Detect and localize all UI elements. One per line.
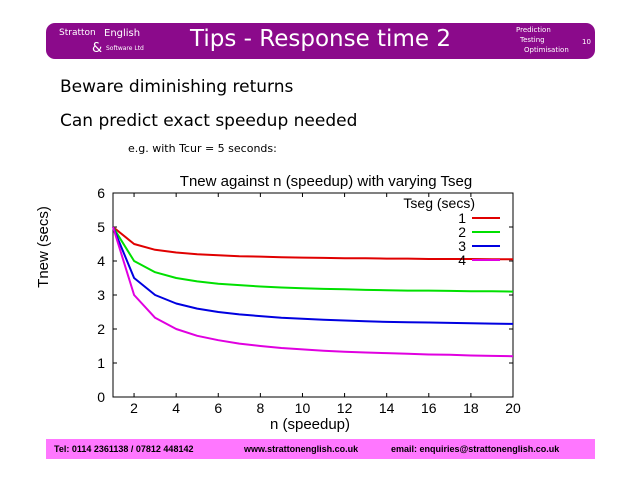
logo-ampersand: & — [92, 41, 103, 56]
tag: Optimisation — [524, 46, 569, 54]
series-line-3 — [112, 226, 514, 325]
logo-subtitle: Software Ltd — [106, 45, 144, 52]
page-number: 10 — [582, 38, 591, 46]
x-tick-label: 16 — [421, 400, 437, 416]
x-tick-label: 10 — [295, 400, 311, 416]
bullet-text: Beware diminishing returns — [60, 77, 294, 97]
y-tick-label: 0 — [97, 389, 105, 405]
series-line-2 — [112, 226, 514, 293]
y-tick-label: 4 — [97, 253, 105, 269]
legend-label: 1 — [458, 210, 466, 226]
x-axis-label: n (speedup) — [270, 416, 350, 433]
chart-title: Tnew against n (speedup) with varying Ts… — [180, 173, 472, 190]
y-tick-label: 6 — [97, 185, 105, 201]
topic-tags: Prediction Testing Optimisation — [516, 25, 569, 55]
tag: Testing — [520, 36, 545, 44]
y-tick-label: 5 — [97, 219, 105, 235]
plot-area — [112, 192, 514, 398]
footer-email[interactable]: email: enquiries@strattonenglish.co.uk — [391, 444, 560, 454]
y-tick-label: 1 — [97, 355, 105, 371]
series-line-4 — [112, 226, 514, 358]
x-tick-label: 12 — [337, 400, 353, 416]
legend-label: 4 — [458, 252, 466, 268]
x-tick-label: 4 — [172, 400, 180, 416]
logo-english: English — [104, 28, 141, 39]
legend-label: 3 — [458, 238, 466, 254]
footer-tel: Tel: 0114 2361138 / 07812 448142 — [54, 444, 194, 454]
x-tick-label: 18 — [463, 400, 479, 416]
y-axis-label: Tnew (secs) — [35, 206, 52, 288]
slide-header: Stratton & English Software Ltd Tips - R… — [46, 23, 595, 59]
x-tick-label: 14 — [379, 400, 395, 416]
example-note: e.g. with Tcur = 5 seconds: — [128, 142, 277, 155]
slide-title: Tips - Response time 2 — [190, 26, 451, 52]
x-tick-label: 20 — [505, 400, 521, 416]
footer-website[interactable]: www.strattonenglish.co.uk — [244, 444, 359, 454]
bullet-text: Can predict exact speedup needed — [60, 111, 358, 131]
legend-title: Tseg (secs) — [403, 195, 475, 211]
logo-stratton: Stratton — [59, 28, 96, 38]
slide-footer: Tel: 0114 2361138 / 07812 448142 www.str… — [46, 439, 595, 459]
y-tick-label: 2 — [97, 321, 105, 337]
x-tick-label: 8 — [256, 400, 264, 416]
legend-label: 2 — [458, 224, 466, 240]
y-tick-label: 3 — [97, 287, 105, 303]
tag: Prediction — [516, 26, 551, 34]
series-line-1 — [112, 226, 513, 261]
x-tick-label: 6 — [214, 400, 222, 416]
x-tick-label: 2 — [130, 400, 138, 416]
